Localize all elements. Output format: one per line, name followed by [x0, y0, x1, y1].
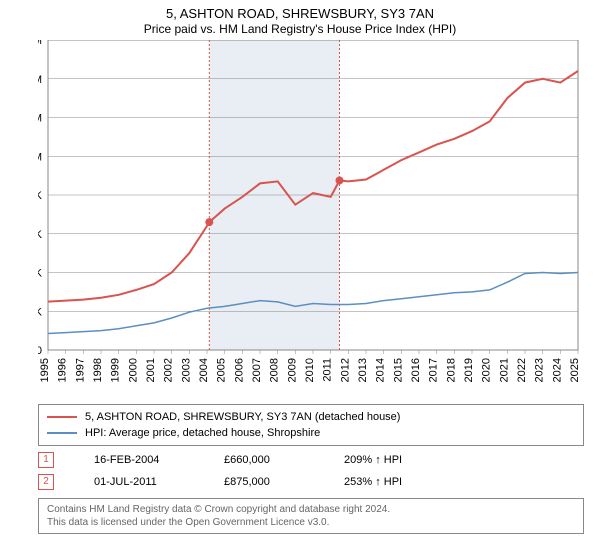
xtick-label: 1998 [92, 358, 104, 382]
ytick-label: £0 [38, 345, 42, 357]
xtick-label: 1996 [57, 358, 69, 382]
marker-dot [205, 218, 213, 226]
xtick-label: 2014 [375, 358, 387, 382]
marker-dot [336, 176, 344, 184]
sale-row: 1 16-FEB-2004 £660,000 209% ↑ HPI [38, 452, 584, 468]
xtick-label: 2009 [286, 358, 298, 382]
xtick-label: 2003 [180, 358, 192, 382]
copyright-line2: This data is licensed under the Open Gov… [47, 516, 575, 529]
sale-badge: 2 [38, 474, 54, 490]
ytick-label: £1.4M [38, 74, 42, 86]
ytick-label: £200K [38, 306, 43, 318]
xtick-label: 2007 [251, 358, 263, 382]
xtick-label: 2016 [410, 358, 422, 382]
sale-price: £660,000 [224, 454, 304, 466]
chart-container: 5, ASHTON ROAD, SHREWSBURY, SY3 7AN Pric… [0, 0, 600, 560]
ytick-label: £1.2M [38, 112, 42, 124]
legend: 5, ASHTON ROAD, SHREWSBURY, SY3 7AN (det… [38, 404, 584, 446]
ytick-label: £1.6M [38, 40, 42, 47]
sale-date: 16-FEB-2004 [94, 454, 184, 466]
legend-row: HPI: Average price, detached house, Shro… [47, 425, 575, 441]
xtick-label: 2010 [304, 358, 316, 382]
xtick-label: 2005 [216, 358, 228, 382]
xtick-label: 2004 [198, 358, 210, 382]
legend-label: HPI: Average price, detached house, Shro… [85, 427, 320, 439]
xtick-label: 2022 [516, 358, 528, 382]
xtick-label: 2021 [498, 358, 510, 382]
xtick-label: 2025 [569, 358, 581, 382]
xtick-label: 2013 [357, 358, 369, 382]
sale-badge: 1 [38, 452, 54, 468]
ytick-label: £1M [38, 151, 42, 163]
sale-hpi: 253% ↑ HPI [344, 476, 402, 488]
sale-hpi: 209% ↑ HPI [344, 454, 402, 466]
xtick-label: 1997 [74, 358, 86, 382]
ytick-label: £400K [38, 267, 43, 279]
xtick-label: 2006 [233, 358, 245, 382]
legend-swatch [47, 416, 77, 418]
chart-title: 5, ASHTON ROAD, SHREWSBURY, SY3 7AN [0, 0, 600, 22]
legend-row: 5, ASHTON ROAD, SHREWSBURY, SY3 7AN (det… [47, 409, 575, 425]
xtick-label: 2020 [481, 358, 493, 382]
xtick-label: 2019 [463, 358, 475, 382]
xtick-label: 2015 [392, 358, 404, 382]
sales-list: 1 16-FEB-2004 £660,000 209% ↑ HPI 2 01-JUL-20… [0, 452, 600, 490]
sale-price: £875,000 [224, 476, 304, 488]
chart-subtitle: Price paid vs. HM Land Registry's House … [0, 22, 600, 36]
chart-plot-area: £0 £200K £400K £600K £800K £1M £1.2M £1.4M £1.6M… [38, 40, 598, 400]
copyright-line1: Contains HM Land Registry data © Crown c… [47, 503, 575, 516]
xtick-label: 2023 [534, 358, 546, 382]
xtick-label: 2000 [127, 358, 139, 382]
xtick-label: 2008 [269, 358, 281, 382]
xtick-label: 1995 [39, 358, 51, 382]
xtick-label: 2012 [339, 358, 351, 382]
xtick-label: 2011 [322, 358, 334, 382]
ytick-label: £600K [38, 229, 43, 241]
copyright-box: Contains HM Land Registry data © Crown c… [38, 498, 584, 534]
xtick-label: 2017 [428, 358, 440, 382]
xtick-label: 2001 [145, 358, 157, 382]
sale-row: 2 01-JUL-2011 £875,000 253% ↑ HPI [38, 474, 584, 490]
line-chart-svg: £0 £200K £400K £600K £800K £1M £1.2M £1.4M £1.6M… [38, 40, 598, 400]
xtick-label: 1999 [110, 358, 122, 382]
xtick-label: 2024 [551, 358, 563, 382]
sale-date: 01-JUL-2011 [94, 476, 184, 488]
ytick-label: £800K [38, 190, 43, 202]
legend-label: 5, ASHTON ROAD, SHREWSBURY, SY3 7AN (det… [85, 411, 400, 423]
xtick-label: 2002 [163, 358, 175, 382]
xtick-label: 2018 [445, 358, 457, 382]
legend-swatch [47, 432, 77, 434]
